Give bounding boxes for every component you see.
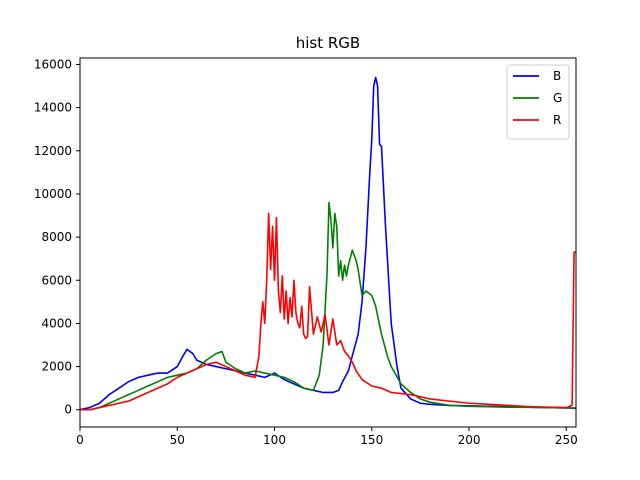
y-tick-label: 12000 bbox=[34, 144, 72, 158]
y-tick-label: 8000 bbox=[41, 230, 72, 244]
x-tick-label: 0 bbox=[76, 433, 84, 447]
x-tick-label: 150 bbox=[360, 433, 383, 447]
legend-label-b: B bbox=[553, 69, 561, 83]
y-tick-label: 14000 bbox=[34, 101, 72, 115]
axes-layer: 0 50 100 150 200 250 0 2000 4000 6000 8000 10000 120… bbox=[34, 57, 578, 447]
legend-label-r: R bbox=[553, 113, 561, 127]
series-layer bbox=[80, 76, 576, 411]
series-line-r bbox=[80, 212, 576, 411]
plot-frame bbox=[79, 57, 577, 428]
x-tick-label: 200 bbox=[458, 433, 481, 447]
series-line-g bbox=[80, 201, 576, 411]
y-tick-label: 4000 bbox=[41, 316, 72, 330]
y-tick-label: 0 bbox=[64, 403, 72, 417]
y-tick-label: 16000 bbox=[34, 57, 72, 71]
series-line-b bbox=[80, 76, 576, 411]
y-tick-label: 2000 bbox=[41, 360, 72, 374]
x-tick-label: 250 bbox=[555, 433, 578, 447]
y-tick-label: 10000 bbox=[34, 187, 72, 201]
x-tick-label: 100 bbox=[263, 433, 286, 447]
chart-title: hist RGB bbox=[296, 34, 360, 52]
legend-label-g: G bbox=[553, 91, 562, 105]
legend: BGR bbox=[506, 64, 570, 140]
x-tick-label: 50 bbox=[170, 433, 185, 447]
y-tick-label: 6000 bbox=[41, 273, 72, 287]
